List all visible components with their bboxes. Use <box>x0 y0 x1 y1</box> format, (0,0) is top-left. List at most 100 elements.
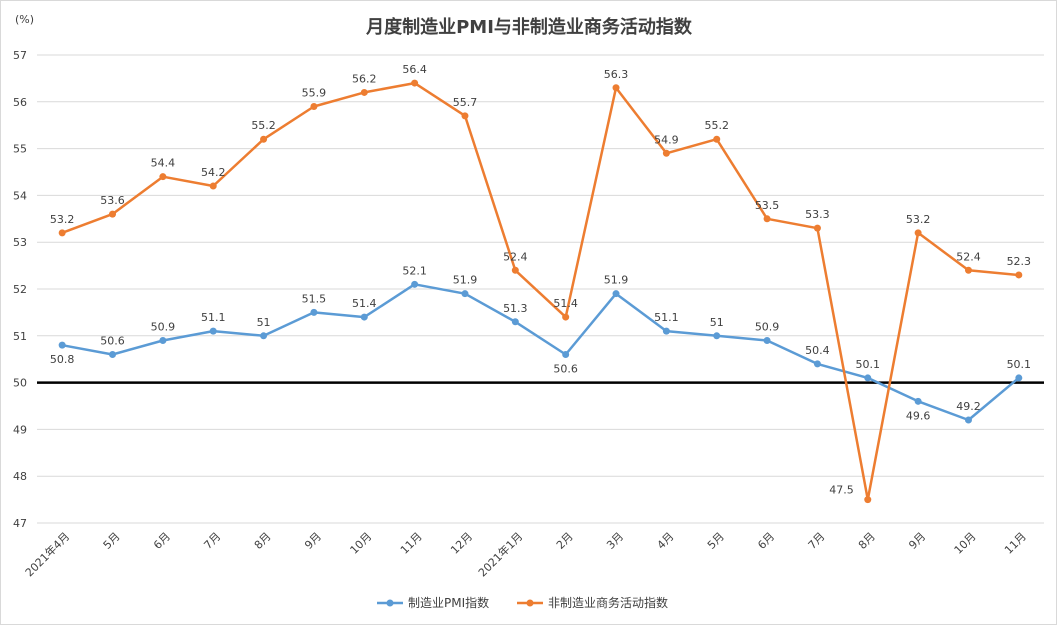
data-label: 51.1 <box>654 311 679 324</box>
data-point <box>612 84 620 92</box>
data-point <box>763 336 771 344</box>
data-label: 50.6 <box>553 363 578 376</box>
gridlines <box>37 54 1044 524</box>
x-tick-label: 2月 <box>554 530 576 552</box>
y-axis-unit-label: (%) <box>15 13 34 26</box>
y-tick-label: 49 <box>13 423 27 436</box>
data-label: 50.9 <box>151 320 176 333</box>
data-point <box>813 224 821 232</box>
data-label: 51.5 <box>302 292 327 305</box>
data-label: 56.2 <box>352 72 377 85</box>
data-point <box>864 496 872 504</box>
y-tick-label: 47 <box>13 517 27 530</box>
data-point <box>964 266 972 274</box>
data-label: 51.4 <box>352 297 377 310</box>
x-tick-label: 12月 <box>448 530 475 557</box>
data-label: 50.1 <box>856 358 881 371</box>
legend-marker <box>386 599 394 607</box>
x-tick-label: 11月 <box>398 530 425 557</box>
data-point <box>260 332 268 340</box>
x-tick-label: 9月 <box>906 530 928 552</box>
data-point <box>914 397 922 405</box>
data-label: 47.5 <box>829 484 854 497</box>
data-label: 50.9 <box>755 320 780 333</box>
x-tick-label: 11月 <box>1002 530 1029 557</box>
data-label: 51.9 <box>453 274 478 287</box>
data-label: 51.1 <box>201 311 226 324</box>
series-line-2 <box>61 81 1019 501</box>
data-point <box>461 112 469 120</box>
data-point <box>58 341 66 349</box>
x-tick-label: 6月 <box>755 530 777 552</box>
data-label: 52.1 <box>402 264 427 277</box>
data-label: 50.1 <box>1007 358 1032 371</box>
x-tick-label: 5月 <box>705 530 727 552</box>
x-tick-label: 8月 <box>856 530 878 552</box>
x-tick-label: 9月 <box>302 530 324 552</box>
data-label: 54.2 <box>201 166 226 179</box>
data-point <box>310 308 318 316</box>
data-point <box>360 88 368 96</box>
x-tick-label: 2021年4月 <box>22 529 72 579</box>
data-label: 51.4 <box>553 297 578 310</box>
data-label: 52.3 <box>1007 255 1032 268</box>
data-point <box>511 318 519 326</box>
data-point <box>864 374 872 382</box>
y-axis-ticks: 47 48 49 50 51 52 53 54 55 56 57 <box>13 49 27 530</box>
data-label: 54.9 <box>654 133 679 146</box>
data-label: 50.6 <box>100 335 125 348</box>
x-tick-label: 7月 <box>806 530 828 552</box>
data-label: 55.2 <box>251 119 276 132</box>
y-tick-label: 54 <box>13 189 27 202</box>
data-point <box>612 290 620 298</box>
x-tick-label: 4月 <box>655 530 677 552</box>
data-label: 52.4 <box>503 250 528 263</box>
data-point <box>411 280 419 288</box>
data-label: 56.3 <box>604 68 629 81</box>
data-label: 51 <box>710 316 724 329</box>
legend: 制造业PMI指数 非制造业商务活动指数 <box>377 595 668 610</box>
data-point <box>763 215 771 223</box>
data-point <box>109 351 117 359</box>
x-tick-label: 3月 <box>604 530 626 552</box>
data-point <box>813 360 821 368</box>
data-label: 53.3 <box>805 208 830 221</box>
data-point <box>209 327 217 335</box>
x-tick-label: 10月 <box>348 530 375 557</box>
series-group <box>58 79 1023 504</box>
data-point <box>260 135 268 143</box>
data-label: 50.8 <box>50 353 75 366</box>
data-point <box>562 351 570 359</box>
data-label: 55.7 <box>453 96 478 109</box>
series-line-1 <box>61 283 1020 422</box>
y-tick-label: 48 <box>13 470 27 483</box>
data-point <box>914 229 922 237</box>
data-label: 53.6 <box>100 194 125 207</box>
data-label: 55.9 <box>302 86 327 99</box>
data-label: 51.3 <box>503 302 528 315</box>
y-tick-label: 57 <box>13 49 27 62</box>
y-tick-label: 51 <box>13 330 27 343</box>
data-point <box>562 313 570 321</box>
data-point <box>662 327 670 335</box>
x-tick-label: 10月 <box>952 530 979 557</box>
data-labels: 50.8 50.6 50.9 51.1 51 51.5 51.4 52.1 51.9 51.3 50… <box>50 63 1031 497</box>
y-tick-label: 52 <box>13 283 27 296</box>
data-label: 56.4 <box>402 63 427 76</box>
chart-title: 月度制造业PMI与非制造业商务活动指数 <box>365 16 693 38</box>
data-point <box>1015 374 1023 382</box>
data-label: 54.4 <box>151 157 176 170</box>
y-tick-label: 53 <box>13 236 27 249</box>
data-label: 49.6 <box>906 409 931 422</box>
data-point <box>109 210 117 218</box>
x-tick-label: 5月 <box>101 530 123 552</box>
legend-marker <box>526 599 534 607</box>
data-label: 49.2 <box>956 400 981 413</box>
x-tick-label: 7月 <box>201 530 223 552</box>
data-point <box>461 290 469 298</box>
y-tick-label: 55 <box>13 143 27 156</box>
y-tick-label: 50 <box>13 377 27 390</box>
data-point <box>310 102 318 110</box>
